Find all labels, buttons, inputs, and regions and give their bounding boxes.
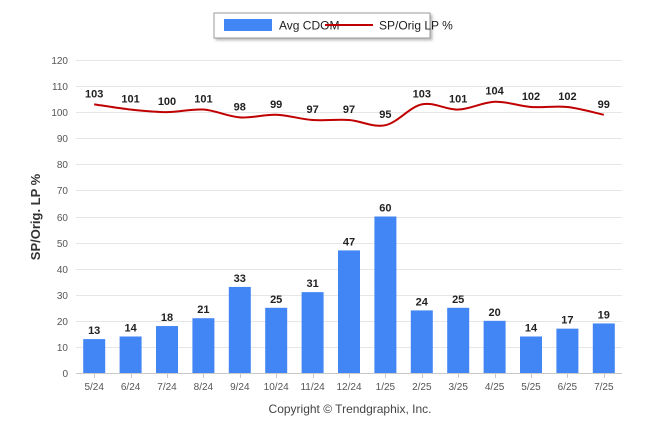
bar-value-label: 31 <box>306 278 318 290</box>
x-tick-label: 7/25 <box>594 382 614 393</box>
line-value-label: 97 <box>343 104 355 116</box>
bar-value-label: 33 <box>234 273 246 285</box>
bar-value-label: 14 <box>525 322 538 334</box>
bar-value-label: 24 <box>416 296 429 308</box>
x-tick-label: 7/24 <box>157 382 177 393</box>
line-value-label: 104 <box>485 86 504 98</box>
bar-avg-cdom <box>447 307 470 373</box>
y-tick-label: 90 <box>57 134 69 145</box>
bar-value-label: 47 <box>343 236 355 248</box>
x-tick-label: 8/24 <box>194 382 214 393</box>
bar-avg-cdom <box>520 336 542 373</box>
y-tick-label: 30 <box>57 291 69 302</box>
y-tick-label: 80 <box>57 160 69 171</box>
bar-value-label: 17 <box>561 315 573 327</box>
y-tick-label: 60 <box>57 213 69 224</box>
x-tick-label: 9/24 <box>230 382 250 393</box>
bar-avg-cdom <box>83 339 106 373</box>
y-tick-label: 110 <box>52 82 68 93</box>
x-tick-label: 6/25 <box>558 382 578 393</box>
bar-avg-cdom <box>265 307 288 373</box>
bar-avg-cdom <box>228 286 251 373</box>
bar-avg-cdom <box>156 326 178 373</box>
y-tick-label: 70 <box>57 186 69 197</box>
bar-value-label: 19 <box>598 309 610 321</box>
bar-avg-cdom <box>483 320 506 373</box>
x-tick-label: 2/25 <box>412 382 432 393</box>
y-tick-label: 50 <box>57 239 69 250</box>
x-tick-label: 6/24 <box>121 382 141 393</box>
line-value-label: 102 <box>558 91 576 103</box>
y-tick-label: 0 <box>62 369 68 380</box>
y-axis-ticks: 0 10 20 30 40 50 60 70 80 90 100 110 120 <box>51 56 68 380</box>
bar-avg-cdom <box>592 323 615 373</box>
line-value-label: 101 <box>194 94 212 106</box>
line-value-label: 95 <box>379 109 391 121</box>
line-value-label: 99 <box>598 99 610 111</box>
bar-avg-cdom <box>374 216 397 373</box>
line-sp-orig-lp <box>94 100 605 127</box>
y-tick-label: 100 <box>51 108 68 119</box>
x-tick-label: 5/25 <box>521 382 541 393</box>
legend: Avg CDOM SP/Orig LP % <box>213 12 453 39</box>
x-tick-label: 10/24 <box>264 382 289 393</box>
line-value-label: 101 <box>449 94 467 106</box>
line-value-label: 98 <box>234 101 246 113</box>
x-axis-ticks: 5/24 6/24 7/24 8/24 9/24 10/24 11/24 12/24 1/25 2… <box>84 373 614 393</box>
bar-avg-cdom <box>301 292 324 373</box>
line-value-label: 103 <box>413 88 431 100</box>
bar-avg-cdom <box>338 250 360 373</box>
bar-value-label: 20 <box>488 307 500 319</box>
legend-label-avg-cdom: Avg CDOM <box>279 19 339 33</box>
line-value-label: 102 <box>522 91 540 103</box>
x-tick-label: 4/25 <box>485 382 505 393</box>
bar-avg-cdom <box>192 318 215 373</box>
line-value-label: 103 <box>85 88 103 100</box>
line-series: 103 101 100 101 98 99 97 97 95 103 101 104 102 102 99 <box>85 86 610 127</box>
y-axis-title: SP/Orig. LP % <box>28 173 43 260</box>
copyright-text: Copyright © Trendgraphix, Inc. <box>269 402 432 416</box>
x-tick-label: 3/25 <box>448 382 468 393</box>
bar-value-label: 21 <box>197 304 209 316</box>
bar-avg-cdom <box>410 310 433 373</box>
x-tick-label: 12/24 <box>336 382 361 393</box>
legend-swatch-avg-cdom <box>224 19 272 31</box>
bar-value-label: 25 <box>452 294 464 306</box>
line-value-label: 101 <box>121 94 139 106</box>
bar-avg-cdom <box>556 328 579 373</box>
y-tick-label: 120 <box>51 56 68 67</box>
y-tick-label: 10 <box>57 343 69 354</box>
bar-series: 13 14 18 21 33 25 31 47 60 24 25 20 14 17 19 <box>83 203 615 373</box>
bar-value-label: 14 <box>124 322 137 334</box>
y-tick-label: 40 <box>57 265 69 276</box>
line-value-label: 99 <box>270 99 282 111</box>
bar-value-label: 60 <box>379 203 391 215</box>
x-tick-label: 1/25 <box>376 382 396 393</box>
line-value-label: 100 <box>158 96 176 108</box>
y-tick-label: 20 <box>57 317 69 328</box>
bar-value-label: 13 <box>88 325 100 337</box>
legend-label-sp-orig-lp: SP/Orig LP % <box>379 19 453 33</box>
x-tick-label: 5/24 <box>84 382 104 393</box>
bar-value-label: 25 <box>270 294 282 306</box>
bar-avg-cdom <box>119 336 142 373</box>
x-tick-label: 11/24 <box>300 382 325 393</box>
bar-value-label: 18 <box>161 312 173 324</box>
line-value-label: 97 <box>306 104 318 116</box>
